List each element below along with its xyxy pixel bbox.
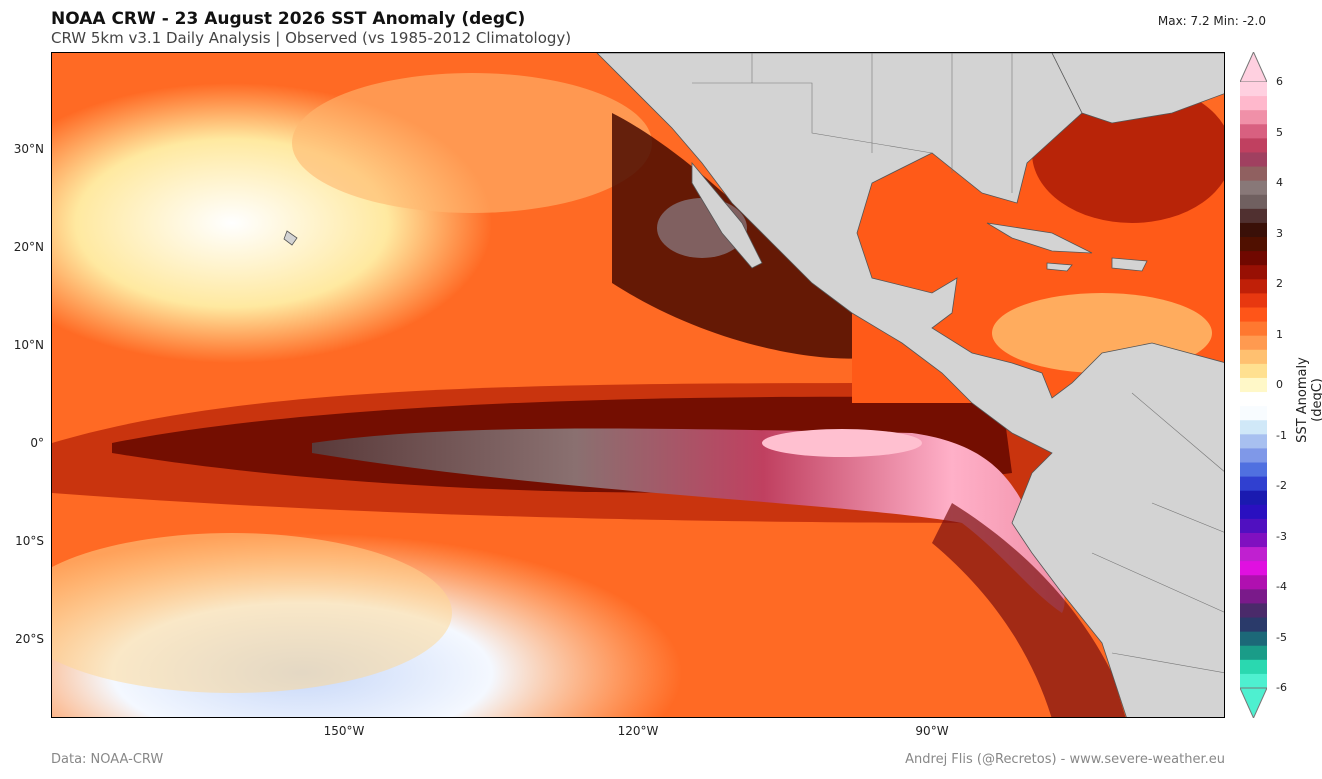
peru-coast-warm [932,503,1126,717]
colorbar-swatch [1240,335,1267,351]
colorbar-swatch [1240,152,1267,168]
colorbar-swatch [1240,377,1267,393]
colorbar-swatch [1240,321,1267,337]
country-borders [692,53,1224,673]
colorbar-swatch [1240,631,1267,647]
colorbar-swatch [1240,476,1267,492]
colorbar-swatch [1240,462,1267,478]
colorbar-swatch [1240,138,1267,153]
colorbar-swatch [1240,434,1267,449]
colorbar-swatch [1240,420,1267,435]
data-source-credit: Data: NOAA-CRW [51,752,164,767]
colorbar-tick-label: -1 [1276,428,1287,442]
colorbar-title: SST Anomaly (degC) [1295,357,1322,443]
colorbar-tick-label: -3 [1276,529,1287,543]
colorbar-swatch [1240,349,1267,365]
map-subtitle: CRW 5km v3.1 Daily Analysis | Observed (… [51,29,572,47]
lon-tick-label: 90°W [915,724,949,738]
americas-landmass [596,53,1224,717]
colorbar-swatch [1240,392,1267,407]
colorbar-tick-label: 1 [1276,327,1283,341]
lat-tick-label: 30°N [13,142,44,156]
colorbar-swatch [1240,265,1267,280]
north-america-east-landmass [1051,53,1224,124]
colorbar-swatch [1240,180,1267,196]
colorbar-top-arrow [1240,52,1267,83]
colorbar-tick-label: -6 [1276,681,1287,694]
colorbar-tick-label: -4 [1276,580,1287,593]
colorbar-swatch [1240,307,1267,323]
colorbar-swatch [1240,617,1267,633]
colorbar-swatch [1240,124,1267,139]
colorbar-tick-label: 2 [1276,277,1283,290]
colorbar-swatch [1240,659,1267,675]
author-credit: Andrej Flis (@Recretos) - www.severe-wea… [905,752,1225,767]
colorbar-swatch [1240,532,1267,548]
map-canvas [52,53,1224,717]
jamaica-island [1046,262,1073,272]
colorbar-tick-label: 3 [1276,226,1283,240]
lon-tick-label: 150°W [323,724,365,738]
colorbar-swatch [1240,518,1267,534]
sst-anomaly-map [51,52,1225,718]
ne-pacific-region [292,73,652,213]
map-title: NOAA CRW - 23 August 2026 SST Anomaly (d… [51,9,526,29]
colorbar-tick-label: 4 [1276,176,1283,189]
baja-california [691,161,763,269]
colorbar-swatch [1240,603,1267,619]
colorbar-bottom-arrow [1240,687,1267,718]
lat-tick-label: 20°S [15,632,44,646]
hispaniola-island [1111,257,1148,272]
colorbar-tick-label: -2 [1276,479,1287,492]
colorbar-swatch [1240,504,1267,520]
colorbar-swatch [1240,279,1267,294]
colorbar-tick-label: 5 [1276,125,1283,139]
lat-tick-label: 10°N [13,338,44,352]
colorbar-swatch [1240,82,1267,97]
colorbar-swatch [1240,194,1267,210]
colorbar-swatch [1240,222,1267,238]
colorbar-swatch [1240,208,1267,224]
colorbar-swatch [1240,561,1267,576]
colorbar-swatch [1240,673,1267,689]
colorbar-swatch [1240,406,1267,421]
colorbar-swatch [1240,293,1267,308]
max-min-readout: Max: 7.2 Min: -2.0 [1157,14,1266,28]
lat-tick-label: 0° [30,436,44,450]
colorbar-swatch [1240,237,1267,252]
colorbar-tick-label: -5 [1276,630,1287,644]
cuba-island [986,222,1093,254]
colorbar [1240,52,1267,718]
colorbar-swatch [1240,575,1267,590]
colorbar-tick-label: 6 [1276,75,1283,88]
colorbar-swatch [1240,96,1267,111]
colorbar-swatch [1240,110,1267,125]
south-pacific-warm-fringe [52,533,452,693]
lat-tick-label: 10°S [15,534,44,548]
colorbar-swatch [1240,363,1267,379]
colorbar-swatch [1240,589,1267,604]
hawaii-islands [283,230,298,246]
nino-cold-tongue-anomaly [312,428,1065,613]
nino-peak-anomaly [762,429,922,457]
colorbar-swatch [1240,645,1267,661]
lat-tick-label: 20°N [13,240,44,254]
colorbar-swatch [1240,547,1267,562]
colorbar-swatch [1240,251,1267,266]
colorbar-swatch [1240,448,1267,464]
colorbar-swatch [1240,166,1267,182]
colorbar-tick-label: 0 [1276,378,1283,391]
atlantic-warm-region [1032,83,1224,223]
colorbar-swatch [1240,490,1267,506]
lon-tick-label: 120°W [617,724,659,738]
